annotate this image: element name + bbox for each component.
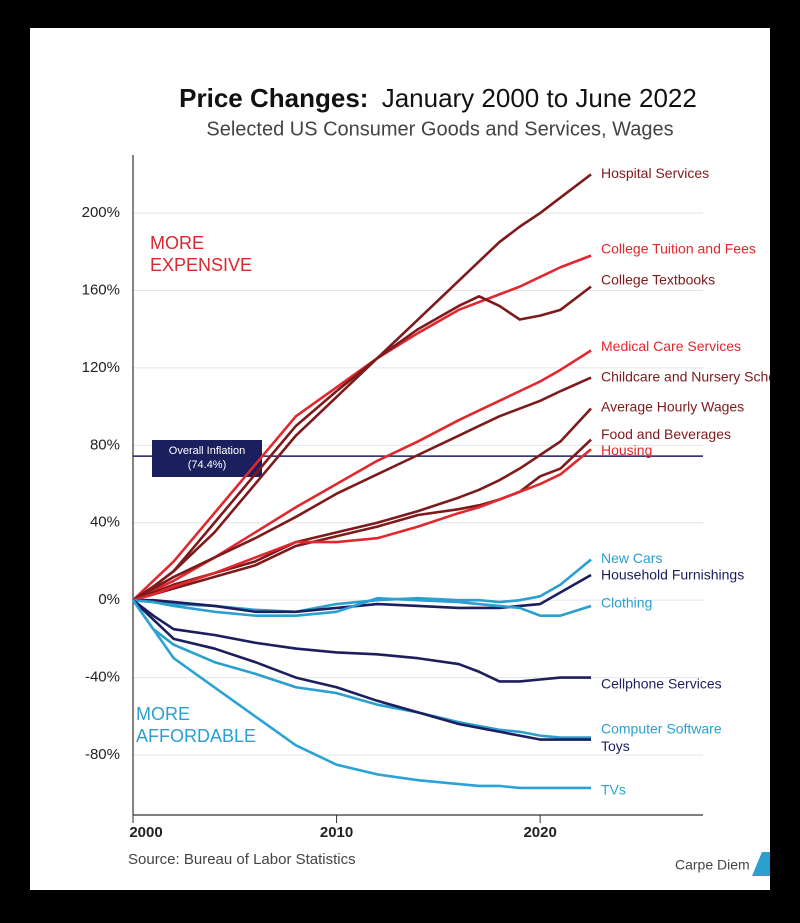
- y-tick-label: 120%: [82, 359, 120, 376]
- title-text: January 2000 to June 2022: [382, 83, 697, 113]
- series-label: Medical Care Services: [601, 338, 741, 354]
- series-line: [131, 599, 592, 790]
- inflation-label: Overall Inflation: [169, 445, 245, 457]
- series-line: [132, 376, 592, 602]
- y-tick-label: 160%: [82, 281, 120, 298]
- inflation-value: (74.4%): [188, 459, 227, 471]
- plot: -80% -40% 0% 40% 80% 120% 160% 200% 2000 2010 2020…: [82, 155, 787, 841]
- annotation: AFFORDABLE: [136, 726, 256, 746]
- series-line: [132, 596, 592, 617]
- series-line: [132, 173, 592, 602]
- series-label: Food and Beverages: [601, 426, 731, 442]
- credit-logo: [752, 852, 770, 876]
- credit: Carpe Diem: [675, 857, 750, 873]
- series-label: Cellphone Services: [601, 675, 722, 691]
- series-label: Hospital Services: [601, 165, 709, 181]
- series-label: New Cars: [601, 550, 662, 566]
- series-label: Childcare and Nursery School: [601, 368, 787, 384]
- series-label: Computer Software: [601, 720, 722, 736]
- series-label: Household Furnishings: [601, 567, 744, 583]
- series-line: [132, 599, 592, 741]
- series-label: College Textbooks: [601, 271, 715, 287]
- y-tick-label: 80%: [90, 436, 120, 453]
- x-tick-label: 2020: [523, 824, 556, 841]
- y-tick-label: -80%: [85, 746, 120, 763]
- chart-background: [30, 28, 770, 890]
- y-tick-label: 0%: [98, 591, 120, 608]
- y-tick-label: 40%: [90, 514, 120, 531]
- x-tick-label: 2000: [129, 824, 162, 841]
- annotation: MORE: [136, 704, 190, 724]
- series-line: [132, 285, 592, 602]
- y-tick-label: 200%: [82, 204, 120, 221]
- chart-title: Price Changes: January 2000 to June 2022: [179, 83, 697, 113]
- series-label: Housing: [601, 442, 652, 458]
- annotation: MORE: [150, 233, 204, 253]
- title-lead: Price Changes:: [179, 83, 368, 113]
- chart-subtitle: Selected US Consumer Goods and Services,…: [206, 118, 673, 140]
- series-line: [132, 349, 592, 602]
- series-label: Average Hourly Wages: [601, 398, 744, 414]
- series-label: TVs: [601, 782, 626, 798]
- series-label: Toys: [601, 738, 630, 754]
- annotation: EXPENSIVE: [150, 255, 252, 275]
- series-line: [132, 254, 592, 602]
- series-label: Clothing: [601, 595, 652, 611]
- series-line: [133, 573, 592, 614]
- series-label: College Tuition and Fees: [601, 240, 756, 256]
- series-line: [132, 448, 592, 602]
- series-line: [132, 599, 592, 683]
- y-tick-label: -40%: [85, 669, 120, 686]
- source: Source: Bureau of Labor Statistics: [128, 851, 356, 868]
- series-line: [131, 599, 592, 739]
- x-tick-label: 2010: [320, 824, 353, 841]
- series-line: [132, 438, 592, 602]
- inflation-box: [152, 440, 262, 477]
